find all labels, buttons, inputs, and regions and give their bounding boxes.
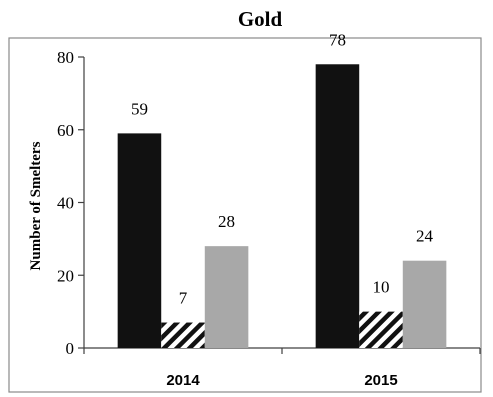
chart-frame bbox=[8, 37, 482, 393]
data-label: 59 bbox=[131, 99, 148, 118]
chart-title: Gold bbox=[238, 7, 283, 31]
y-tick-label: 20 bbox=[57, 266, 74, 285]
x-tick-label: 2015 bbox=[364, 372, 397, 389]
data-labels: 59 7 28 78 10 24 bbox=[131, 30, 434, 307]
x-tick-label: 2014 bbox=[166, 372, 200, 389]
data-label: 7 bbox=[179, 289, 188, 308]
y-axis-ticks: 0 20 40 60 80 bbox=[57, 48, 84, 358]
x-axis-ticks: 2014 2015 bbox=[83, 348, 481, 389]
data-label: 24 bbox=[416, 227, 434, 246]
y-tick-label: 0 bbox=[66, 339, 75, 358]
y-tick-label: 40 bbox=[57, 194, 74, 213]
bar bbox=[359, 311, 403, 348]
data-label: 10 bbox=[373, 278, 390, 297]
bar bbox=[161, 322, 205, 348]
data-label: 28 bbox=[218, 212, 235, 231]
data-label: 78 bbox=[329, 30, 346, 49]
bar-series bbox=[117, 64, 447, 349]
bar bbox=[402, 260, 447, 348]
bar bbox=[315, 64, 360, 349]
bar bbox=[117, 133, 162, 348]
bar bbox=[204, 246, 249, 348]
y-tick-label: 60 bbox=[57, 121, 74, 140]
y-axis-label: Number of Smelters bbox=[28, 141, 44, 270]
y-tick-label: 80 bbox=[57, 48, 74, 67]
